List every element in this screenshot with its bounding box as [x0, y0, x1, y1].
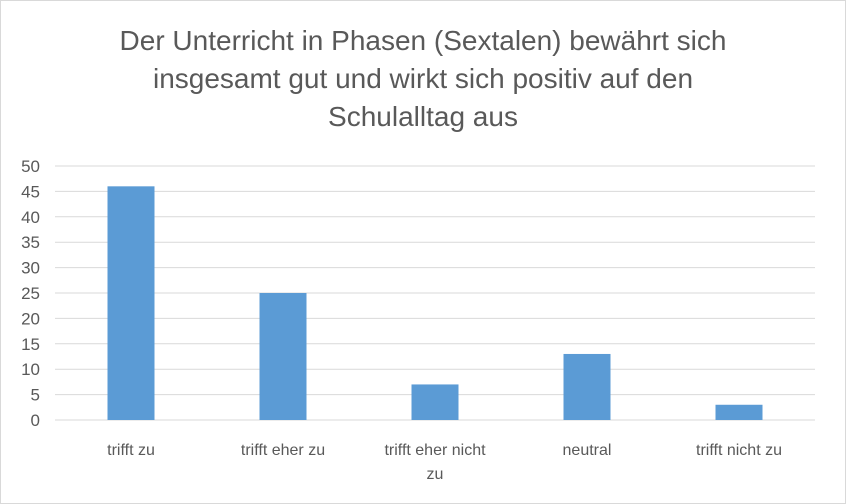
bar [715, 404, 763, 420]
x-tick-label: neutral [563, 442, 612, 459]
x-tick-label: zu [427, 466, 444, 483]
y-tick-label: 40 [21, 208, 40, 227]
y-tick-label: 20 [21, 309, 40, 328]
x-tick-label: trifft eher zu [241, 442, 325, 459]
y-tick-label: 10 [21, 360, 40, 379]
y-tick-label: 0 [31, 411, 40, 430]
chart-title-line-2: insgesamt gut und wirkt sich positiv auf… [152, 63, 694, 94]
y-tick-label: 45 [21, 182, 40, 201]
y-tick-label: 35 [21, 233, 40, 252]
y-tick-label: 15 [21, 335, 40, 354]
chart-title-line-1: Der Unterricht in Phasen (Sextalen) bewä… [119, 25, 727, 56]
y-tick-label: 25 [21, 284, 40, 303]
y-tick-label: 5 [31, 386, 40, 405]
bar [107, 186, 155, 420]
chart-title-line-3: Schulalltag aus [328, 101, 518, 132]
chart-title: Der Unterricht in Phasen (Sextalen) bewä… [0, 22, 846, 136]
y-tick-label: 30 [21, 259, 40, 278]
y-tick-label: 50 [21, 157, 40, 176]
x-tick-label: trifft nicht zu [696, 442, 782, 459]
bar [563, 353, 611, 420]
x-tick-label: trifft eher nicht [384, 442, 486, 459]
bar [259, 293, 307, 420]
x-tick-label: trifft zu [107, 442, 155, 459]
bar [411, 384, 459, 420]
